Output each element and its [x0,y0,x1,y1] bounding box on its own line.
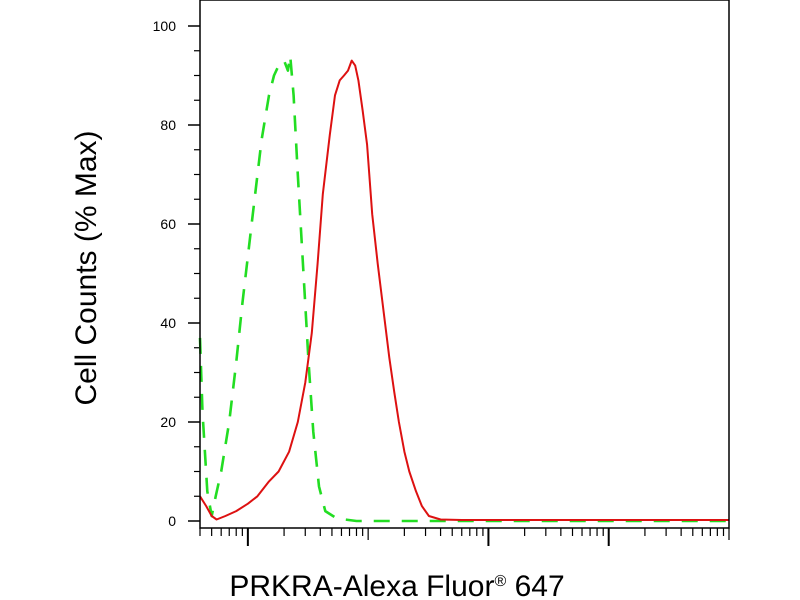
series-layer [198,54,729,523]
y-axis-title: Cell Counts (% Max) [70,130,103,405]
x-axis-ticks [199,528,730,546]
y-tick-label: 60 [160,216,176,232]
x-axis-title: PRKRA-Alexa Fluor® 647 [229,570,564,600]
y-tick-label: 20 [160,414,176,430]
red-solid-series [199,59,729,521]
green-dashed-series [198,54,729,523]
y-tick-label: 100 [153,18,177,34]
y-tick-label: 40 [160,315,176,331]
y-tick-label: 80 [160,117,176,133]
y-tick-label: 0 [168,513,176,529]
y-axis-ticks: 0 20 40 60 80 100 [153,18,200,529]
plot-frame [199,0,730,529]
